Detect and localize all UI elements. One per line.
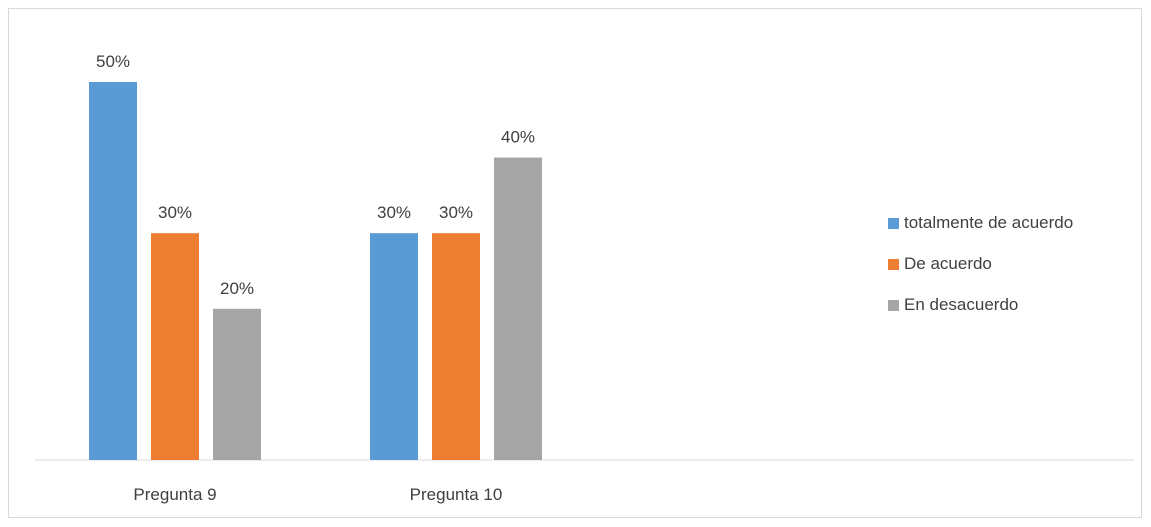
bar	[213, 308, 261, 460]
data-label: 30%	[158, 203, 192, 222]
legend-item-en-desacuerdo: En desacuerdo	[888, 295, 1073, 315]
data-label: 50%	[96, 52, 130, 71]
bar	[370, 233, 418, 460]
legend-label: totalmente de acuerdo	[904, 213, 1074, 232]
legend-item-de-acuerdo: De acuerdo	[888, 254, 1073, 274]
bar	[151, 233, 199, 460]
legend-item-totalmente-de-acuerdo: totalmente de acuerdo	[888, 213, 1073, 233]
bar	[494, 157, 542, 460]
legend-swatch	[888, 258, 899, 270]
legend-label: De acuerdo	[904, 254, 992, 273]
data-label: 30%	[439, 203, 473, 222]
category-tick-label: Pregunta 10	[410, 485, 503, 504]
bar	[89, 82, 137, 460]
data-label: 40%	[501, 128, 535, 147]
data-label: 30%	[377, 203, 411, 222]
legend-swatch	[888, 299, 899, 311]
data-label: 20%	[220, 279, 254, 298]
category-tick-label: Pregunta 9	[133, 485, 216, 504]
legend-swatch	[888, 217, 899, 229]
legend: totalmente de acuerdo De acuerdo En desa…	[888, 213, 1073, 336]
legend-label: En desacuerdo	[904, 295, 1019, 314]
bar	[432, 233, 480, 460]
